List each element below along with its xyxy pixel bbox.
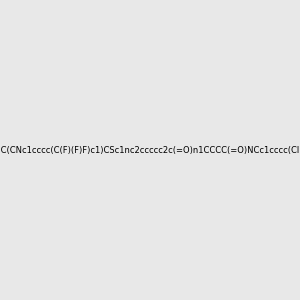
Text: O=C(CNc1cccc(C(F)(F)F)c1)CSc1nc2ccccc2c(=O)n1CCCC(=O)NCc1cccc(Cl)c1: O=C(CNc1cccc(C(F)(F)F)c1)CSc1nc2ccccc2c(… (0, 146, 300, 154)
